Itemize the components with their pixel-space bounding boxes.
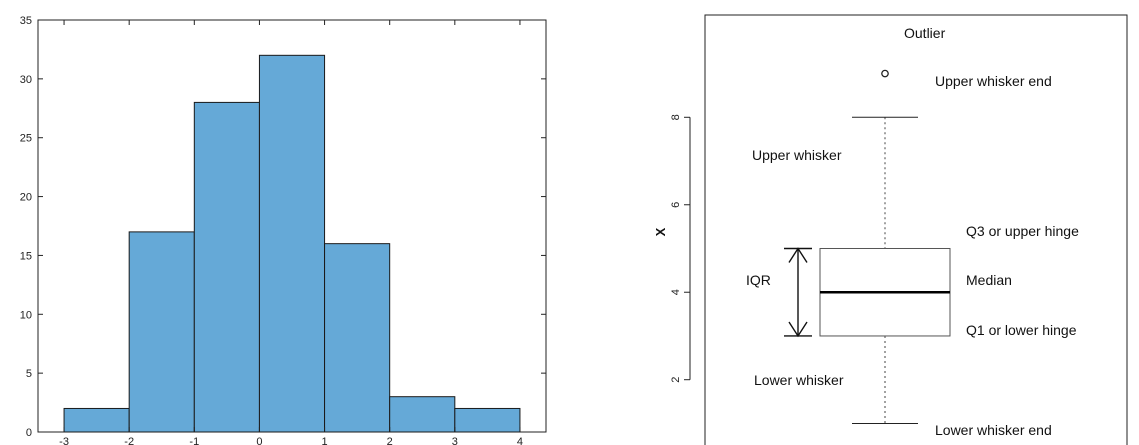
- annotation-upper-whisker-end: Upper whisker end: [935, 73, 1052, 89]
- x-tick-label: 4: [517, 436, 523, 445]
- boxplot-y-axis: 2 4 6 8: [670, 114, 691, 383]
- x-tick-label: 2: [387, 436, 393, 445]
- x-tick-label: -1: [189, 436, 199, 445]
- boxplot-chart: X 2 4 6 8 Outlier Upper whisker end Upper w…: [653, 14, 1128, 445]
- histogram-bar: [193, 101, 260, 433]
- histogram-bar: [324, 243, 391, 433]
- boxplot-plot-frame: [704, 14, 1128, 445]
- annotation-q1: Q1 or lower hinge: [966, 322, 1077, 338]
- boxplot-y-tick-label: 4: [670, 289, 682, 295]
- histogram-bar: [389, 396, 456, 433]
- y-tick-label: 20: [20, 192, 32, 204]
- y-tick-label: 0: [26, 427, 32, 439]
- iqr-arrowhead-bottom: [788, 321, 808, 338]
- annotation-iqr: IQR: [746, 272, 771, 288]
- x-tick-label: 0: [256, 436, 262, 445]
- outlier-point: [881, 69, 889, 78]
- x-tick-label: 3: [452, 436, 458, 445]
- x-tick-label: 1: [322, 436, 328, 445]
- y-tick-label: 10: [20, 309, 32, 321]
- y-tick-label: 35: [20, 15, 32, 27]
- histogram-y-axis: 0 5 10 15 20 25 30 35: [20, 15, 546, 439]
- y-tick-label: 25: [20, 133, 32, 145]
- annotation-lower-whisker-end: Lower whisker end: [935, 422, 1052, 438]
- histogram-x-axis: -3 -2 -1 0 1 2 3 4: [59, 20, 523, 445]
- histogram-chart: 0 5 10 15 20 25 30 35 -3 -2 -1 0 1 2 3 4: [20, 15, 547, 445]
- iqr-arrowhead-top: [788, 247, 808, 263]
- histogram-bar: [454, 407, 521, 433]
- histogram-bar: [258, 54, 326, 433]
- histogram-bar: [63, 407, 130, 433]
- annotation-upper-whisker: Upper whisker: [752, 147, 842, 163]
- boxplot-y-tick-label: 2: [670, 377, 682, 383]
- y-tick-label: 5: [26, 368, 32, 380]
- annotation-outlier: Outlier: [904, 25, 946, 41]
- annotation-q3: Q3 or upper hinge: [966, 223, 1079, 239]
- histogram-bars: [63, 54, 521, 433]
- histogram-bar: [128, 231, 195, 433]
- boxplot-y-tick-label: 6: [670, 202, 682, 208]
- boxplot-y-tick-label: 8: [670, 114, 682, 120]
- annotation-median: Median: [966, 272, 1012, 288]
- y-tick-label: 30: [20, 74, 32, 86]
- x-tick-label: -2: [124, 436, 134, 445]
- boxplot-body: [784, 69, 951, 424]
- boxplot-y-axis-label: X: [653, 227, 668, 236]
- y-tick-label: 15: [20, 250, 32, 262]
- annotation-lower-whisker: Lower whisker: [754, 372, 844, 388]
- x-tick-label: -3: [59, 436, 69, 445]
